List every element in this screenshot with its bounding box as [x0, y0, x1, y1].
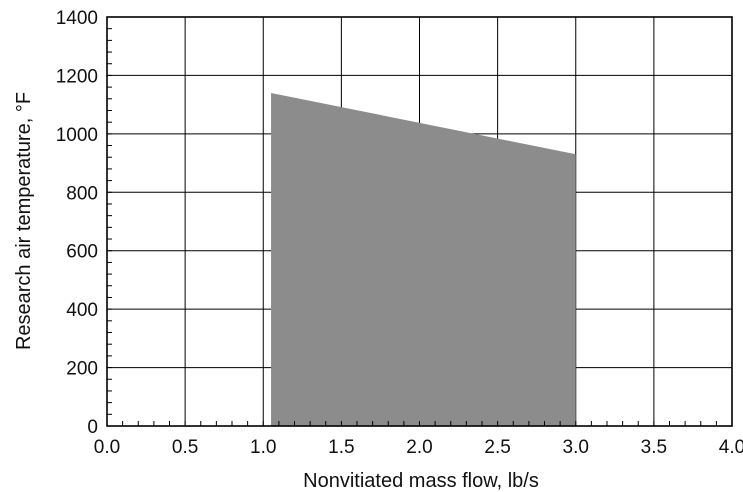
- y-tick-label: 1400: [56, 8, 98, 29]
- x-tick-label: 1.5: [328, 437, 354, 458]
- x-tick-label: 0.0: [94, 437, 120, 458]
- minor-ticks: [106, 16, 733, 427]
- x-tick-label: 3.5: [641, 437, 667, 458]
- operating-region: [271, 92, 576, 426]
- y-tick-labels: 0 200 400 600 800 1000 1200 1400: [56, 8, 98, 438]
- x-tick-label: 0.5: [172, 437, 198, 458]
- y-tick-label: 0: [87, 417, 98, 438]
- x-tick-labels: 0.0 0.5 1.0 1.5 2.0 2.5 3.0 3.5 4.0: [94, 437, 743, 458]
- y-tick-label: 200: [66, 359, 98, 380]
- x-tick-label: 3.0: [563, 437, 589, 458]
- y-tick-label: 600: [66, 242, 98, 263]
- y-tick-label: 1200: [56, 66, 98, 87]
- x-axis-title: Nonvitiated mass flow, lb/s: [303, 470, 539, 492]
- plot-frame: [106, 16, 733, 427]
- region-layer: [271, 92, 576, 426]
- x-tick-label: 2.0: [406, 437, 432, 458]
- y-axis-title: Research air temperature, °F: [13, 92, 35, 350]
- y-tick-label: 800: [66, 183, 98, 204]
- x-tick-label: 2.5: [484, 437, 510, 458]
- y-tick-label: 400: [66, 300, 98, 321]
- x-tick-label: 4.0: [719, 437, 743, 458]
- x-tick-label: 1.0: [250, 437, 276, 458]
- y-tick-label: 1000: [56, 125, 98, 146]
